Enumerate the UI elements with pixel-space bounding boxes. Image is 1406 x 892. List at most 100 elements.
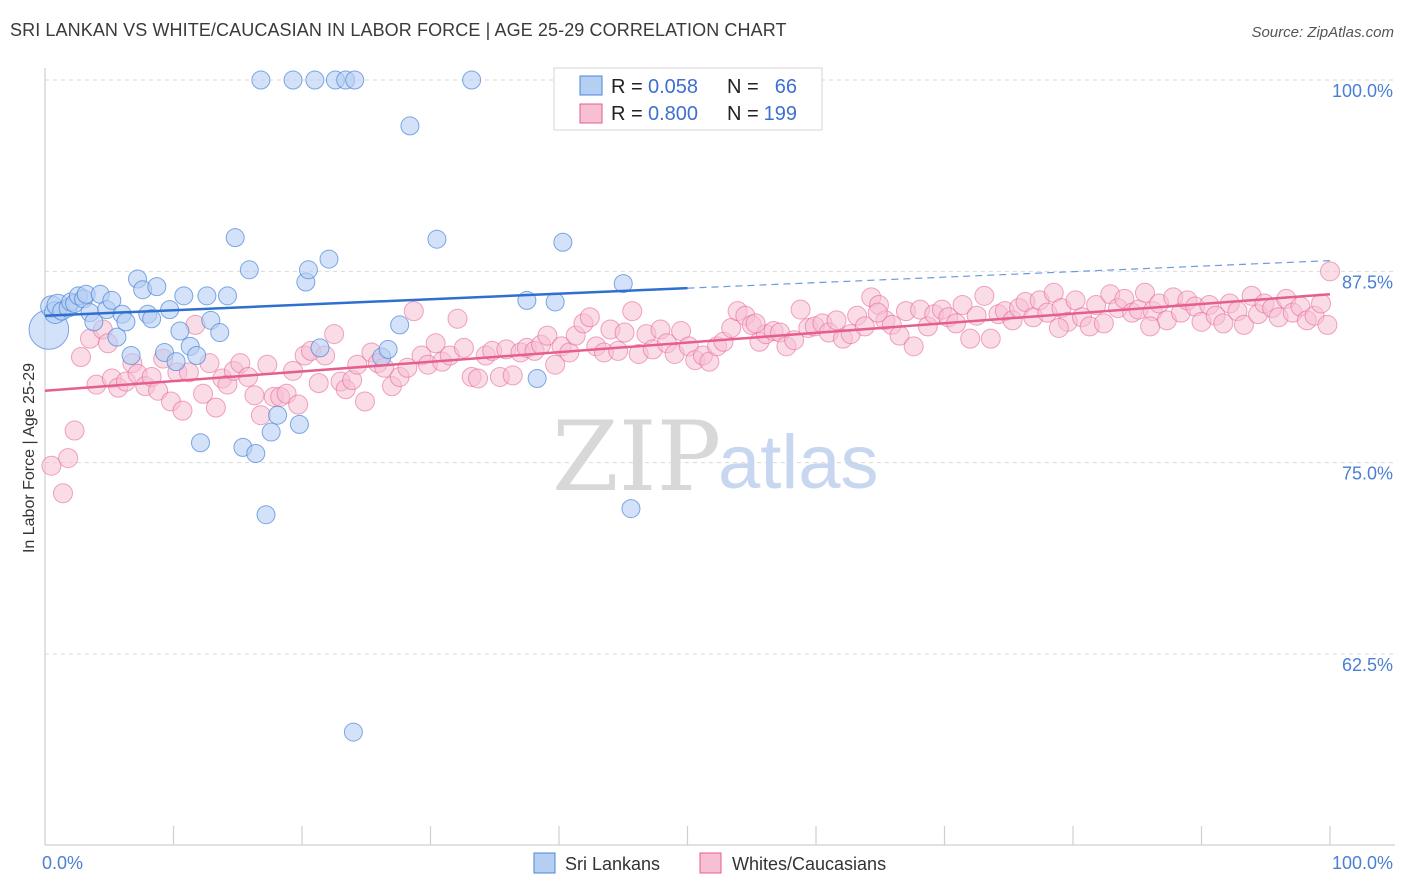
point-sri-lankans-37 (225, 228, 245, 248)
point-whites-caucasians-133 (952, 295, 973, 316)
legend-n-value-2: 199 (764, 103, 797, 125)
point-sri-lankans-42 (256, 505, 276, 525)
point-sri-lankans-51 (319, 249, 339, 269)
point-sri-lankans-15 (102, 290, 122, 310)
point-sri-lankans-40 (246, 443, 266, 463)
point-sri-lankans-60 (427, 229, 447, 249)
y-tick-label-1: 75.0% (1342, 464, 1393, 484)
point-sri-lankans-41 (251, 70, 271, 90)
point-sri-lankans-18 (116, 312, 136, 332)
bottom-legend-swatch-whites-caucasians (699, 852, 722, 874)
legend-top: R = 0.058 N = 66 R = 0.800 N = 199 (553, 67, 823, 131)
point-whites-caucasians-110 (790, 299, 811, 320)
point-whites-caucasians-134 (960, 328, 981, 349)
point-whites-caucasians-136 (974, 285, 995, 306)
point-whites-caucasians-25 (205, 397, 226, 418)
point-whites-caucasians-170 (1213, 313, 1234, 334)
legend-swatch-whites-caucasians (579, 103, 603, 124)
point-sri-lankans-45 (283, 70, 303, 90)
point-sri-lankans-49 (305, 70, 325, 90)
point-whites-caucasians-69 (502, 365, 523, 386)
point-sri-lankans-46 (289, 414, 309, 434)
point-sri-lankans-39 (239, 260, 259, 280)
trend-lines (44, 260, 1331, 392)
point-sri-lankans-43 (261, 422, 281, 442)
point-sri-lankans-50 (310, 338, 330, 358)
point-whites-caucasians-173 (1233, 314, 1254, 335)
series-sri-lankans (28, 70, 641, 742)
point-whites-caucasians-80 (579, 307, 600, 328)
point-whites-caucasians-64 (468, 368, 489, 389)
point-whites-caucasians-84 (608, 340, 629, 361)
legend-bottom: Sri Lankans Whites/Caucasians (533, 852, 886, 874)
point-whites-caucasians-159 (1134, 282, 1155, 303)
y-tick-label-2: 87.5% (1342, 272, 1393, 292)
legend-n-value-1: 66 (775, 76, 797, 98)
point-whites-caucasians-187 (867, 302, 888, 323)
legend-r-value-1: 0.058 (648, 76, 698, 98)
point-sri-lankans-67 (621, 499, 641, 519)
point-whites-caucasians-188 (1140, 316, 1161, 337)
x-tick-label-0: 0.0% (42, 853, 83, 873)
point-whites-caucasians-186 (1320, 261, 1340, 282)
point-sri-lankans-65 (553, 232, 573, 252)
watermark-atlas: atlas (718, 420, 879, 505)
legend-n-label-1: N = (727, 76, 759, 98)
trend-line-whites-caucasians (44, 293, 1331, 392)
point-whites-caucasians-38 (288, 394, 309, 415)
point-whites-caucasians-31 (244, 385, 265, 406)
point-whites-caucasians-47 (347, 354, 368, 375)
point-whites-caucasians-4 (70, 347, 91, 368)
point-whites-caucasians-33 (257, 354, 278, 375)
point-whites-caucasians-86 (622, 301, 643, 322)
point-whites-caucasians-23 (193, 383, 214, 404)
legend-swatch-sri-lankans (579, 75, 603, 96)
y-tick-label-3: 100.0% (1332, 81, 1393, 101)
point-whites-caucasians-62 (453, 337, 474, 358)
point-sri-lankans-61 (462, 70, 482, 90)
point-sri-lankans-48 (298, 260, 318, 280)
point-whites-caucasians-32 (250, 405, 271, 426)
point-sri-lankans-32 (190, 433, 210, 453)
point-whites-caucasians-20 (172, 400, 193, 421)
y-tick-label-0: 62.5% (1342, 655, 1393, 675)
x-tick-label-1: 100.0% (1332, 853, 1393, 873)
point-whites-caucasians-48 (354, 391, 375, 412)
point-whites-caucasians-55 (403, 301, 424, 322)
point-whites-caucasians-149 (1065, 290, 1086, 311)
point-sri-lankans-55 (343, 722, 363, 742)
point-sri-lankans-33 (197, 286, 217, 306)
point-whites-caucasians-2 (58, 448, 79, 469)
point-whites-caucasians-152 (1086, 295, 1107, 316)
point-sri-lankans-66 (613, 274, 633, 294)
legend-r-label-2: R = (611, 103, 643, 125)
point-sri-lankans-27 (166, 352, 186, 372)
point-sri-lankans-24 (147, 277, 167, 297)
point-whites-caucasians-184 (1311, 293, 1332, 314)
source-label: Source: ZipAtlas.com (1251, 24, 1394, 41)
tick-labels: 62.5% 75.0% 87.5% 100.0% 0.0% 100.0% (42, 81, 1393, 873)
point-sri-lankans-57 (378, 339, 398, 359)
point-whites-caucasians-21 (178, 362, 199, 383)
point-whites-caucasians-153 (1093, 313, 1114, 334)
watermark: ZIP atlas (552, 401, 879, 513)
point-whites-caucasians-137 (980, 328, 1001, 349)
axes (44, 68, 1395, 846)
point-whites-caucasians-3 (64, 420, 85, 441)
point-sri-lankans-31 (187, 346, 207, 366)
point-whites-caucasians-74 (537, 325, 558, 346)
point-sri-lankans-63 (527, 368, 547, 388)
legend-n-label-2: N = (727, 103, 759, 125)
point-sri-lankans-16 (107, 327, 127, 347)
point-sri-lankans-23 (142, 309, 162, 329)
point-whites-caucasians-126 (903, 336, 924, 357)
point-whites-caucasians-115 (826, 310, 847, 331)
point-whites-caucasians-85 (614, 322, 635, 343)
bottom-legend-label-sri-lankans: Sri Lankans (565, 854, 660, 874)
chart-title: SRI LANKAN VS WHITE/CAUCASIAN IN LABOR F… (10, 20, 787, 40)
bottom-legend-label-whites-caucasians: Whites/Caucasians (732, 854, 886, 874)
point-whites-caucasians-189 (1048, 317, 1069, 338)
point-sri-lankans-35 (210, 323, 230, 343)
point-sri-lankans-59 (400, 116, 420, 136)
